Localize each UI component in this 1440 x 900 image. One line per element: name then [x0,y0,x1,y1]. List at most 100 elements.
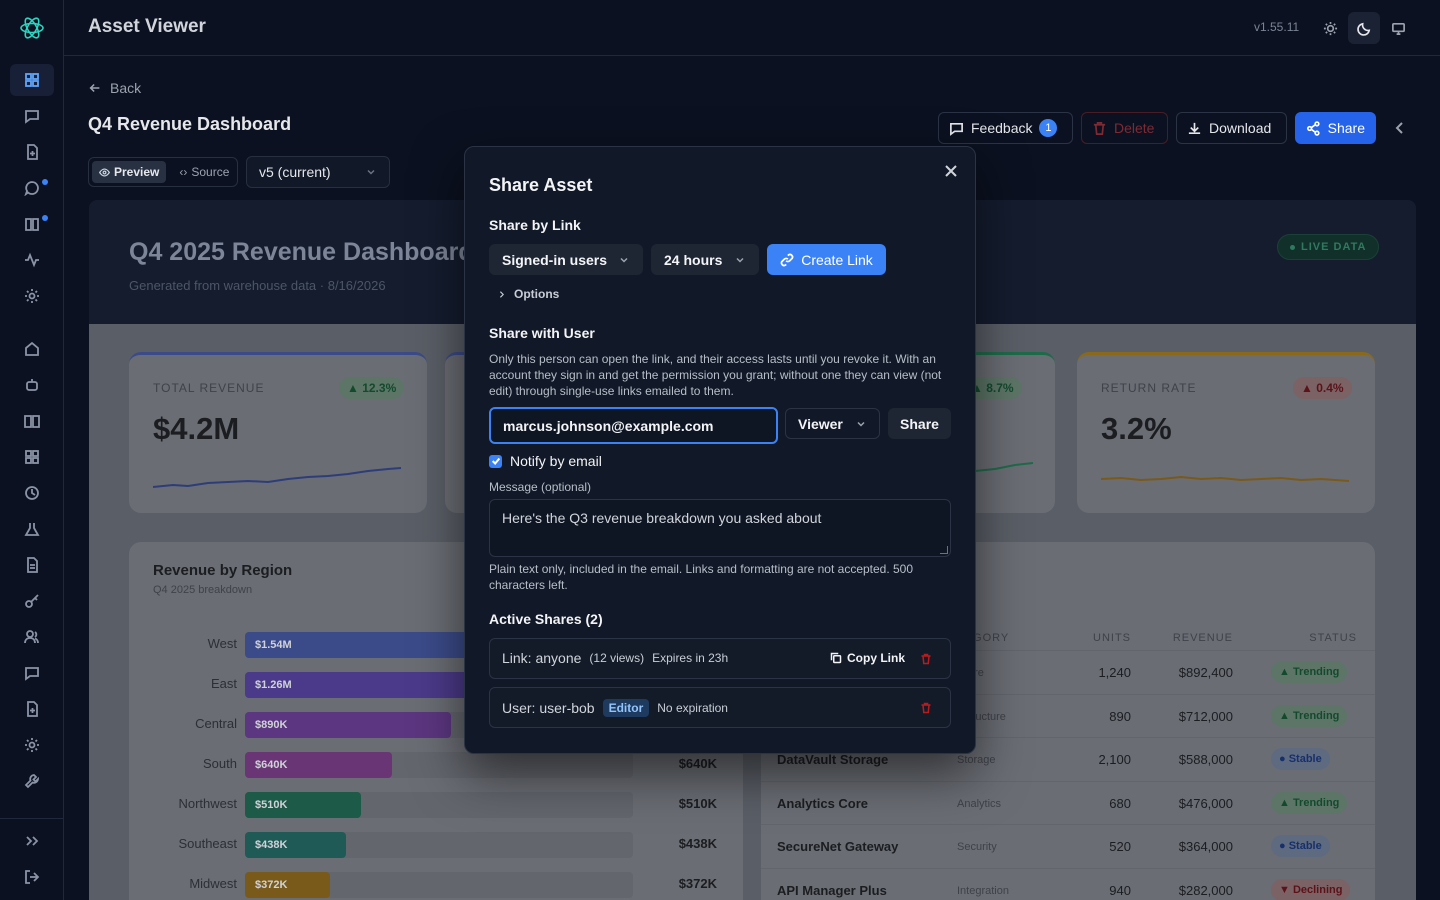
product-category: Analytics [957,797,1002,810]
expand-icon[interactable] [20,829,44,853]
product-category: Security [957,841,997,854]
table-row[interactable]: tware1,240$892,400▲ Trending [761,650,1375,693]
key-icon[interactable] [20,589,44,613]
audience-select[interactable]: Signed-in users [489,244,643,275]
product-name: API Manager Plus [777,883,887,898]
clock-icon[interactable] [20,481,44,505]
chevron-right-icon [499,290,504,298]
message-icon[interactable] [20,176,44,200]
trash-icon [1093,121,1106,135]
chevron-left-icon[interactable] [1392,120,1408,136]
notify-checkbox[interactable] [489,454,502,468]
bot-icon[interactable] [20,373,44,397]
wrench-icon[interactable] [20,769,44,793]
monitor-icon[interactable] [1382,12,1414,44]
feedback-button[interactable]: Feedback 1 [938,112,1073,144]
moon-icon[interactable] [1348,12,1380,44]
share-target: Link: anyone [502,650,582,666]
resize-handle[interactable] [940,546,948,554]
region-name: Central [195,716,237,731]
role-select[interactable]: Viewer [785,408,880,439]
delete-button[interactable]: Delete [1081,112,1168,144]
home-icon[interactable] [20,337,44,361]
create-link-button[interactable]: Create Link [767,244,886,275]
live-label: LIVE DATA [1301,241,1367,253]
product-category: Storage [957,754,996,767]
share-with-user-heading: Share with User [489,325,595,341]
product-category: Integration [957,885,1009,897]
download-button[interactable]: Download [1176,112,1287,144]
document-icon[interactable] [20,553,44,577]
copy-link-label: Copy Link [847,651,906,665]
activity-icon[interactable] [20,248,44,272]
users-icon[interactable] [20,625,44,649]
share-views: (12 views) [589,651,645,665]
product-name: Analytics Core [777,795,869,811]
comment-icon[interactable] [20,661,44,685]
copy-link-button[interactable]: Copy Link [830,651,905,665]
share-button[interactable]: Share [1295,112,1376,144]
duration-select[interactable]: 24 hours [651,244,759,275]
active-share-row: Link: anyone (12 views) Expires in 23h C… [489,638,951,679]
grid-icon[interactable] [20,68,44,92]
region-bar-row: South $640K $640K [129,752,729,778]
product-revenue: $476,000 [1178,795,1233,811]
chat-icon[interactable] [20,104,44,128]
flask-icon[interactable] [20,517,44,541]
table-header-revenue: REVENUE [1172,632,1233,644]
table-row[interactable]: Analytics Core Analytics 680 $476,000 ▲ Tren… [761,780,1375,824]
message-square-icon [950,122,963,136]
back-label: Back [110,80,142,96]
status-badge: ▲ Trending [1271,791,1348,814]
revoke-share-button[interactable] [920,701,934,715]
table-row[interactable]: SecureNet Gateway Security 520 $364,000 ● St… [761,824,1375,867]
region-bar-row: Southeast $438K $438K [129,832,729,858]
sun-icon[interactable] [1314,12,1346,44]
tab-preview[interactable]: Preview [92,161,167,183]
table-row[interactable]: API Manager Plus Integration 940 $282,000 ▼ … [761,868,1375,900]
back-link[interactable]: Back [88,80,141,96]
version-select[interactable]: v5 (current) [246,156,390,188]
region-name: Southeast [178,836,237,851]
file-icon[interactable] [20,697,44,721]
product-revenue: $712,000 [1178,708,1233,724]
settings-icon[interactable] [20,284,44,308]
options-label: Options [514,287,560,301]
logout-icon[interactable] [20,865,44,889]
product-name: SecureNet Gateway [777,839,899,855]
options-toggle[interactable]: Options [497,287,559,301]
tab-source[interactable]: ‹› Source [172,161,236,183]
table-row[interactable]: DataVault Storage Storage 2,100 $588,000 ● S… [761,737,1375,780]
message-textarea[interactable]: Here's the Q3 revenue breakdown you aske… [489,499,951,557]
kpi-card: ▲ 8.7% [963,352,1055,513]
revoke-share-button[interactable] [920,652,934,666]
product-table-card: TEGORY UNITS REVENUE STATUS tware1,240$8… [761,542,1375,900]
dashboard-title: Q4 2025 Revenue Dashboard [129,238,474,266]
audience-select-value: Signed-in users [502,251,608,268]
book-open-icon[interactable] [20,409,44,433]
region-card-subtitle: Q4 2025 breakdown [153,584,253,596]
sidebar-active-highlight [10,64,54,96]
share-with-user-button[interactable]: Share [888,408,951,439]
kpi-delta: ▲ 12.3% [339,377,405,399]
logo-icon[interactable] [18,14,46,42]
eye-icon [99,167,110,177]
file-add-icon[interactable] [20,140,44,164]
status-badge: ▲ Trending [1271,661,1348,683]
notify-checkbox-row[interactable]: Notify by email [489,453,602,469]
apps-icon[interactable] [20,445,44,469]
delete-label: Delete [1114,120,1155,136]
gear-icon[interactable] [20,733,44,757]
email-input[interactable]: marcus.johnson@example.com [489,407,778,444]
book-icon[interactable] [20,212,44,236]
view-toggle: Preview ‹› Source [88,157,238,187]
download-label: Download [1209,120,1272,136]
chevron-down-icon [367,169,375,175]
message-help-text: Plain text only, included in the email. … [489,562,914,592]
dashboard-preview: Q4 2025 Revenue Dashboard Generated from… [89,200,1416,900]
close-icon[interactable] [943,163,959,179]
dashboard-body: TOTAL REVENUE $4.2M ▲ 12.3% ▲ 8.7% RETUR… [89,324,1416,900]
bar-fill: $438K [245,832,346,858]
status-badge: ▲ Trending [1271,704,1348,727]
tab-preview-label: Preview [114,165,160,179]
